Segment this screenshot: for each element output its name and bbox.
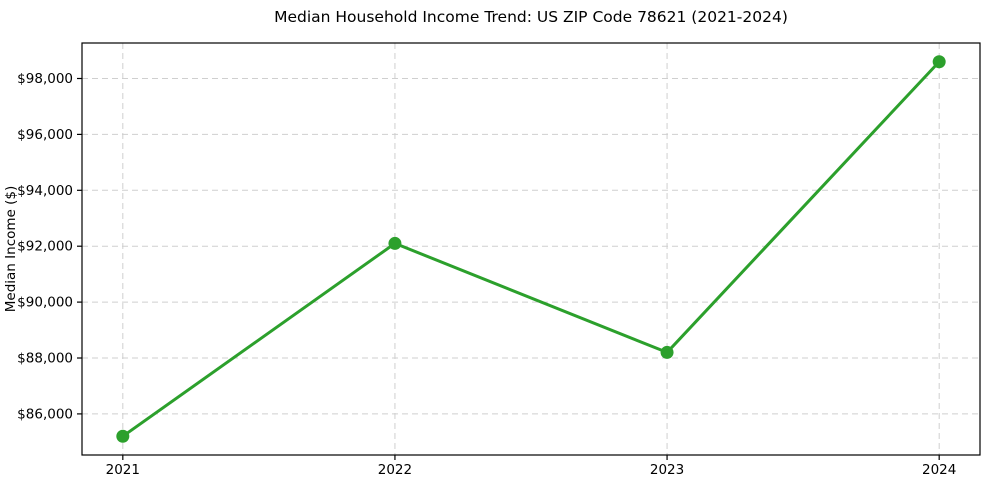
y-tick-label: $88,000 xyxy=(17,351,73,367)
y-axis-label: Median Income ($) xyxy=(3,186,19,312)
data-point xyxy=(660,345,674,359)
y-tick-label: $90,000 xyxy=(17,295,73,311)
y-tick-label: $98,000 xyxy=(17,71,73,87)
x-tick-label: 2023 xyxy=(650,462,684,478)
data-point xyxy=(116,429,130,443)
x-tick-label: 2022 xyxy=(378,462,412,478)
y-tick-label: $92,000 xyxy=(17,239,73,255)
trend-line xyxy=(121,60,941,438)
y-tick-label: $94,000 xyxy=(17,183,73,199)
data-point xyxy=(932,55,946,69)
chart-title: Median Household Income Trend: US ZIP Co… xyxy=(274,8,788,26)
x-tick-label: 2021 xyxy=(106,462,140,478)
data-point xyxy=(388,236,402,250)
x-tick-label: 2024 xyxy=(922,462,956,478)
y-tick-label: $96,000 xyxy=(17,127,73,143)
plot-border xyxy=(81,42,981,456)
y-tick-label: $86,000 xyxy=(17,406,73,422)
